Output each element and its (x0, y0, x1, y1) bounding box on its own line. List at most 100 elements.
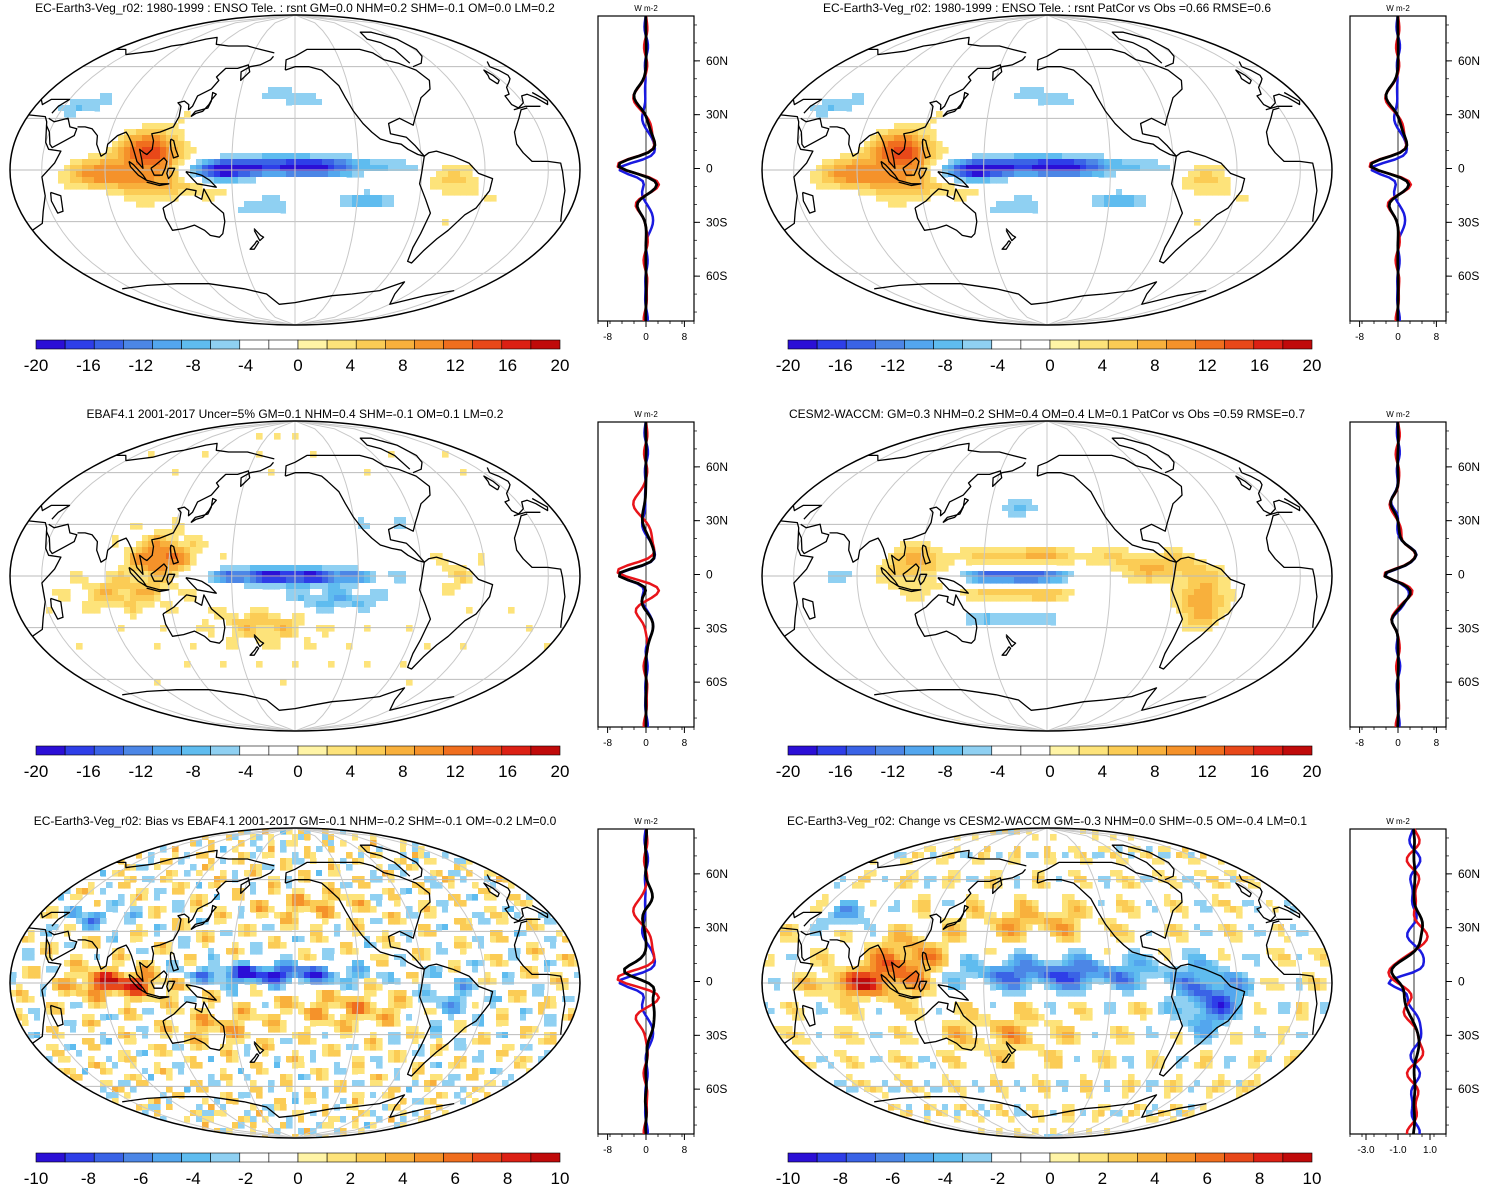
colorbar-swatch (356, 340, 385, 349)
colorbar-swatch (1254, 746, 1283, 755)
colorbar-tick-label: -16 (76, 356, 101, 375)
colorbar-swatch (1283, 746, 1312, 755)
colorbar-swatch (182, 1153, 211, 1162)
colorbar-swatch (1283, 340, 1312, 349)
profile-xtick-label: 0 (643, 1145, 649, 1156)
colorbar-swatch (992, 340, 1021, 349)
colorbar-tick-label: -6 (885, 1169, 900, 1186)
colorbar-swatch (1021, 1153, 1050, 1162)
colorbar-swatch (1108, 746, 1137, 755)
profile-xtick-label: 8 (682, 738, 688, 749)
colorbar-tick-label: -2 (238, 1169, 253, 1186)
profile-units: W m-2 (634, 410, 658, 419)
colorbar-tick-label: -12 (881, 356, 906, 375)
colorbar-swatch (1021, 340, 1050, 349)
profile-line-black (619, 16, 657, 321)
profile-line-black (1385, 422, 1416, 727)
profile-line-red (618, 422, 659, 727)
profile-ytick-label: 60N (706, 867, 728, 881)
colorbar-swatch (904, 746, 933, 755)
colorbar-swatch (846, 1153, 875, 1162)
colorbar-swatch (94, 746, 123, 755)
colorbar-tick-label: -16 (828, 762, 853, 781)
colorbar-tick-label: 20 (1303, 356, 1322, 375)
colorbar-swatch (473, 746, 502, 755)
profile-ytick-label: 0 (706, 568, 713, 582)
profile-ytick-label: 60N (706, 54, 728, 68)
colorbar-tick-label: -20 (776, 356, 801, 375)
colorbar-swatch (1254, 1153, 1283, 1162)
colorbar-tick-label: -6 (133, 1169, 148, 1186)
profile-xtick-label: -8 (1355, 738, 1364, 749)
colorbar-swatch (502, 746, 531, 755)
colorbar-swatch (788, 1153, 817, 1162)
map-field (10, 15, 580, 325)
profile-xtick-label: 8 (1434, 332, 1440, 343)
map-panel-4: CESM2-WACCM: GM=0.3 NHM=0.2 SHM=0.4 OM=0… (762, 407, 1480, 781)
colorbar-tick-label: -20 (24, 356, 49, 375)
colorbar-swatch (36, 746, 65, 755)
colorbar-tick-label: -10 (24, 1169, 49, 1186)
colorbar-swatch (123, 1153, 152, 1162)
profile-ytick-label: 30S (1458, 1028, 1479, 1042)
colorbar-swatch (502, 1153, 531, 1162)
colorbar-tick-label: -16 (76, 762, 101, 781)
colorbar-tick-label: 16 (1250, 762, 1269, 781)
map-field (10, 421, 580, 731)
colorbar-tick-label: 0 (293, 762, 302, 781)
profile-xtick-label: -1.0 (1389, 1145, 1407, 1156)
colorbar-tick-label: 0 (1045, 762, 1054, 781)
colorbar-swatch (1166, 746, 1195, 755)
profile-xtick-label: -8 (603, 1145, 612, 1156)
colorbar-tick-label: 4 (1098, 356, 1107, 375)
colorbar-tick-label: 16 (498, 356, 517, 375)
colorbar-tick-label: 0 (293, 1169, 302, 1186)
profile-units: W m-2 (1386, 4, 1410, 13)
profile-ytick-label: 60S (1458, 675, 1479, 689)
colorbar-tick-label: -4 (238, 762, 253, 781)
colorbar-swatch (269, 746, 298, 755)
colorbar-swatch (1050, 746, 1079, 755)
colorbar-swatch (240, 1153, 269, 1162)
colorbar-swatch (875, 746, 904, 755)
colorbar-swatch (963, 1153, 992, 1162)
colorbar-tick-label: 8 (1255, 1169, 1264, 1186)
colorbar-swatch (414, 746, 443, 755)
map-field (762, 15, 1332, 325)
profile-line-black (625, 829, 655, 1134)
colorbar-swatch (788, 746, 817, 755)
colorbar-tick-label: 8 (398, 356, 407, 375)
colorbar-swatch (875, 340, 904, 349)
colorbar-tick-label: 4 (1150, 1169, 1159, 1186)
colorbar-swatch (182, 340, 211, 349)
panel-title: EC-Earth3-Veg_r02: 1980-1999 : ENSO Tele… (35, 1, 555, 15)
colorbar-tick-label: 16 (1250, 356, 1269, 375)
colorbar-tick-label: 0 (293, 356, 302, 375)
colorbar-swatch (1196, 340, 1225, 349)
map-panel-6: EC-Earth3-Veg_r02: Change vs CESM2-WACCM… (762, 814, 1480, 1186)
colorbar-swatch (531, 1153, 560, 1162)
colorbar-swatch (963, 746, 992, 755)
profile-line-blue (620, 829, 655, 1134)
colorbar-tick-label: -16 (828, 356, 853, 375)
profile-ytick-label: 30N (706, 921, 728, 935)
colorbar-swatch (875, 1153, 904, 1162)
profile-units: W m-2 (1386, 817, 1410, 826)
colorbar-tick-label: 12 (1198, 356, 1217, 375)
colorbar-tick-label: -4 (990, 356, 1005, 375)
colorbar-swatch (846, 746, 875, 755)
colorbar-tick-label: 0 (1045, 1169, 1054, 1186)
profile-ytick-label: 60S (1458, 1082, 1479, 1096)
profile-ytick-label: 30N (1458, 514, 1480, 528)
colorbar-tick-label: 10 (551, 1169, 570, 1186)
colorbar-tick-label: 12 (1198, 762, 1217, 781)
colorbar-swatch (1225, 340, 1254, 349)
profile-ytick-label: 60S (706, 675, 727, 689)
colorbar-tick-label: 4 (1098, 762, 1107, 781)
colorbar-tick-label: 6 (450, 1169, 459, 1186)
colorbar-tick-label: -4 (186, 1169, 201, 1186)
